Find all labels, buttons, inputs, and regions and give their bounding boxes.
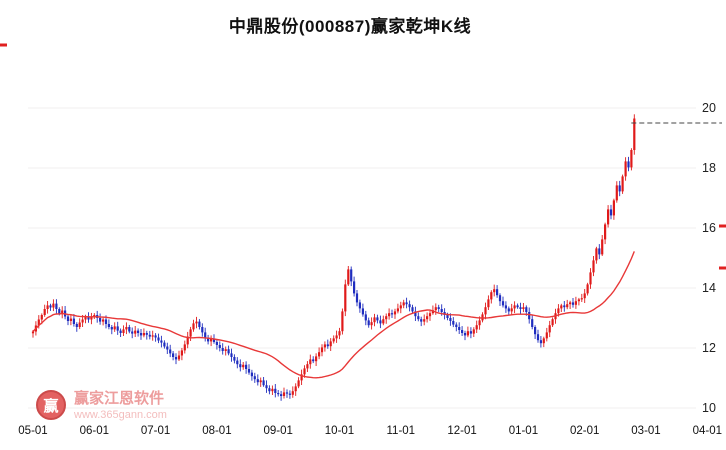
x-axis-label: 08-01 [202,425,231,437]
brand-logo-icon: 赢 [36,390,66,420]
y-axis-label: 16 [702,221,716,235]
x-axis-label: 07-01 [141,425,170,437]
x-axis-label: 05-01 [18,425,47,437]
watermark-url: www.365gann.com [74,408,167,421]
watermark-brand: 赢家江恩软件 [74,390,165,407]
x-axis-label: 02-01 [570,425,599,437]
x-axis-label: 09-01 [263,425,292,437]
x-axis-label: 03-01 [631,425,660,437]
x-axis-label: 04-01 [693,425,722,437]
y-axis-label: 18 [702,161,716,175]
candles [31,114,636,401]
watermark-text: 赢家江恩软件 www.365gann.com [74,390,167,423]
y-axis-label: 14 [702,281,716,295]
x-axis-label: 12-01 [447,425,476,437]
x-axis-label: 06-01 [80,425,109,437]
x-axis-label: 10-01 [325,425,354,437]
chart-title: 中鼎股份(000887)赢家乾坤K线 [228,17,472,36]
brand-logo-char: 赢 [43,397,59,415]
y-axis-label: 10 [702,401,716,415]
x-axis-label: 11-01 [387,425,416,437]
y-axis-label: 20 [702,101,716,115]
y-axis-label: 12 [702,341,716,355]
x-axis-label: 01-01 [509,425,538,437]
watermark: 赢 赢家江恩软件 www.365gann.com [36,390,167,423]
ma-line [32,251,635,379]
